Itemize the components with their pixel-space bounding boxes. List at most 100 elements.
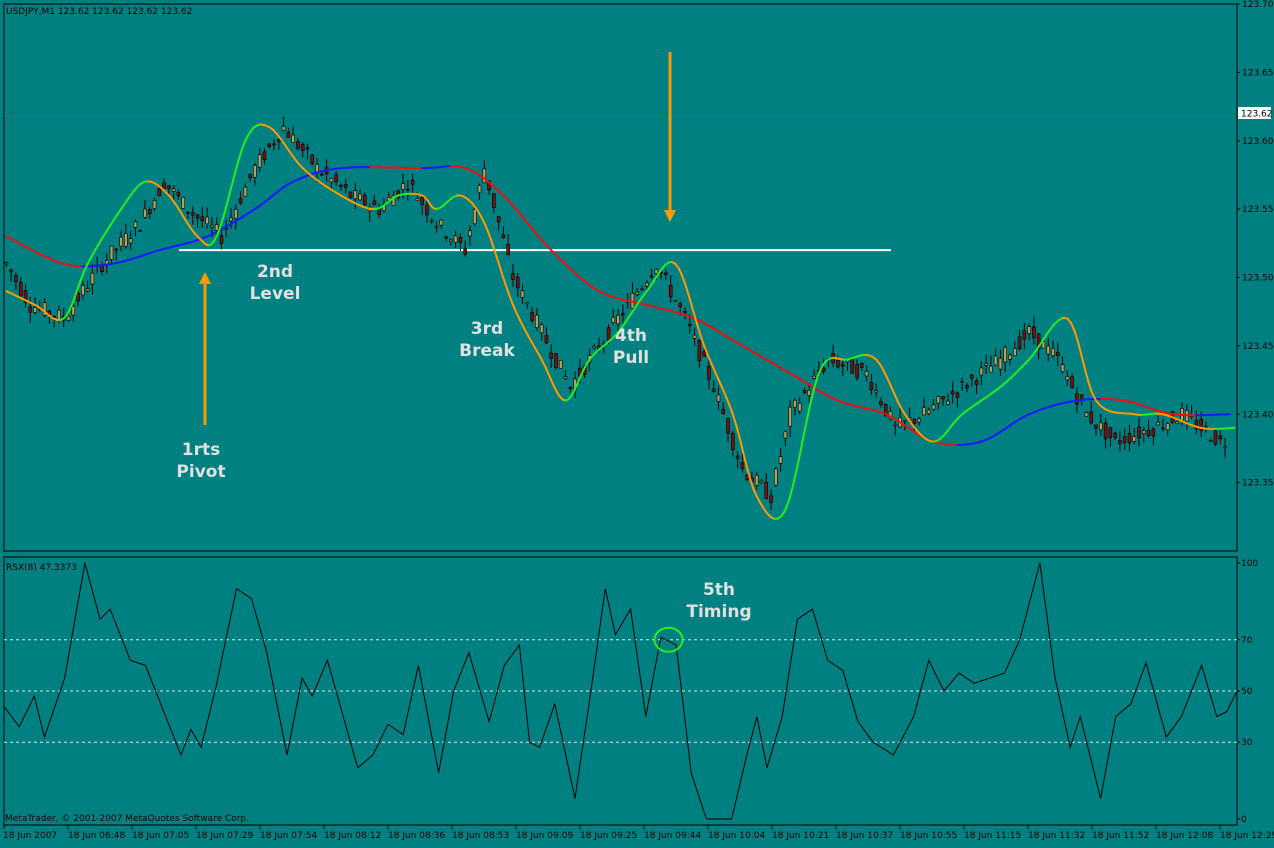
candle-body xyxy=(669,285,672,297)
candle-body xyxy=(879,401,882,404)
candle-body xyxy=(201,217,204,221)
candle-body xyxy=(770,496,773,503)
fast-ma-line xyxy=(180,211,184,217)
candle-body xyxy=(249,174,252,177)
fast-ma-line xyxy=(711,364,715,372)
candle-body xyxy=(81,286,84,295)
slow-ma-line xyxy=(754,353,760,356)
slow-ma-line xyxy=(987,436,993,439)
time-tick-label: 18 Jun 12:08 xyxy=(1156,831,1213,841)
candle-body xyxy=(425,205,428,215)
candle-body xyxy=(612,317,615,322)
fast-ma-line xyxy=(1085,369,1088,382)
price-tick-label: 123.55 xyxy=(1242,205,1274,215)
candle-body xyxy=(129,239,132,243)
fast-ma-line xyxy=(506,285,510,296)
slow-ma-line xyxy=(57,262,64,264)
slow-ma-line xyxy=(575,273,581,278)
time-tick-label: 18 Jun 09:09 xyxy=(516,831,573,841)
slow-ma-line xyxy=(533,229,539,236)
candle-body xyxy=(316,164,319,171)
slow-ma-line xyxy=(993,433,999,437)
candle-body xyxy=(607,328,610,341)
candle-body xyxy=(822,368,825,372)
candle-body xyxy=(760,481,763,483)
fast-ma-line xyxy=(548,373,551,380)
fast-ma-line xyxy=(281,139,285,145)
candle-body xyxy=(1028,327,1031,334)
candle-body xyxy=(363,195,366,205)
fast-ma-line xyxy=(551,380,554,387)
rsx-tick-label: 30 xyxy=(1241,738,1253,748)
time-tick-label: 18 Jun 10:55 xyxy=(900,831,957,841)
candle-body xyxy=(1104,423,1107,439)
candle-body xyxy=(1056,353,1059,356)
candle-body xyxy=(559,360,562,368)
annotation-fifth-timing-line2: Timing xyxy=(686,602,751,622)
fast-ma-line xyxy=(84,264,87,271)
candle-body xyxy=(1219,436,1222,439)
time-tick-label: 18 Jun 08:12 xyxy=(324,831,381,841)
candle-body xyxy=(727,419,730,434)
fast-ma-line xyxy=(238,149,242,161)
candle-body xyxy=(483,169,486,183)
candle-body xyxy=(679,304,682,307)
fast-ma-line xyxy=(513,305,517,313)
slow-ma-line xyxy=(24,246,32,250)
candle-body xyxy=(459,237,462,242)
candle-body xyxy=(511,273,514,279)
slow-ma-line xyxy=(521,215,527,222)
candle-body xyxy=(774,469,777,485)
candle-body xyxy=(946,401,949,404)
price-tick-label: 123.70 xyxy=(1242,0,1274,10)
candle-body xyxy=(282,126,285,130)
candle-body xyxy=(91,273,94,284)
fast-ma-line xyxy=(1082,356,1085,369)
candle-body xyxy=(19,283,22,296)
fast-ma-line xyxy=(729,405,732,414)
candle-body xyxy=(545,335,548,343)
candle-body xyxy=(1061,365,1064,372)
candle-body xyxy=(349,192,352,197)
price-tick-label: 123.60 xyxy=(1242,137,1274,147)
annotation-first-pivot-line1: 1rts xyxy=(182,440,220,460)
candle-body xyxy=(253,166,256,178)
fast-ma-line xyxy=(1088,382,1092,393)
candle-body xyxy=(497,216,500,222)
candle-body xyxy=(110,246,113,259)
fast-ma-line xyxy=(289,151,293,157)
candle-body xyxy=(378,209,381,215)
reference-lines xyxy=(4,113,1237,742)
candle-body xyxy=(1071,377,1074,388)
fast-ma-line xyxy=(223,204,227,217)
fast-ma-line xyxy=(78,279,81,287)
price-tick-label: 123.35 xyxy=(1242,479,1274,489)
fast-ma-line xyxy=(794,464,798,483)
candle-body xyxy=(531,312,534,320)
candle-body xyxy=(550,353,553,359)
time-tick-label: 18 Jun 10:21 xyxy=(772,831,829,841)
candle-body xyxy=(1138,427,1141,438)
fast-ma-line xyxy=(104,228,108,235)
slow-ma-line xyxy=(701,321,707,324)
slow-ma-line xyxy=(736,342,742,346)
candle-body xyxy=(994,356,997,365)
fast-ma-line xyxy=(1053,320,1058,325)
fast-ma-line xyxy=(686,287,690,299)
candle-body xyxy=(354,191,357,199)
candle-body xyxy=(1023,331,1026,339)
fast-ma-line xyxy=(887,377,891,385)
candle-body xyxy=(698,340,701,361)
time-tick-label: 18 Jun 11:52 xyxy=(1092,831,1149,841)
candle-body xyxy=(1114,433,1117,437)
candle-body xyxy=(134,222,137,227)
fast-ma-line xyxy=(901,408,905,414)
slow-ma-line xyxy=(503,195,509,201)
slow-ma-line xyxy=(326,169,333,170)
candle-body xyxy=(191,212,194,215)
candle-body xyxy=(951,391,954,394)
candle-body xyxy=(440,220,443,225)
slow-ma-line xyxy=(784,370,790,373)
price-tick-label: 123.50 xyxy=(1242,274,1274,284)
rsx-line xyxy=(4,563,1237,819)
